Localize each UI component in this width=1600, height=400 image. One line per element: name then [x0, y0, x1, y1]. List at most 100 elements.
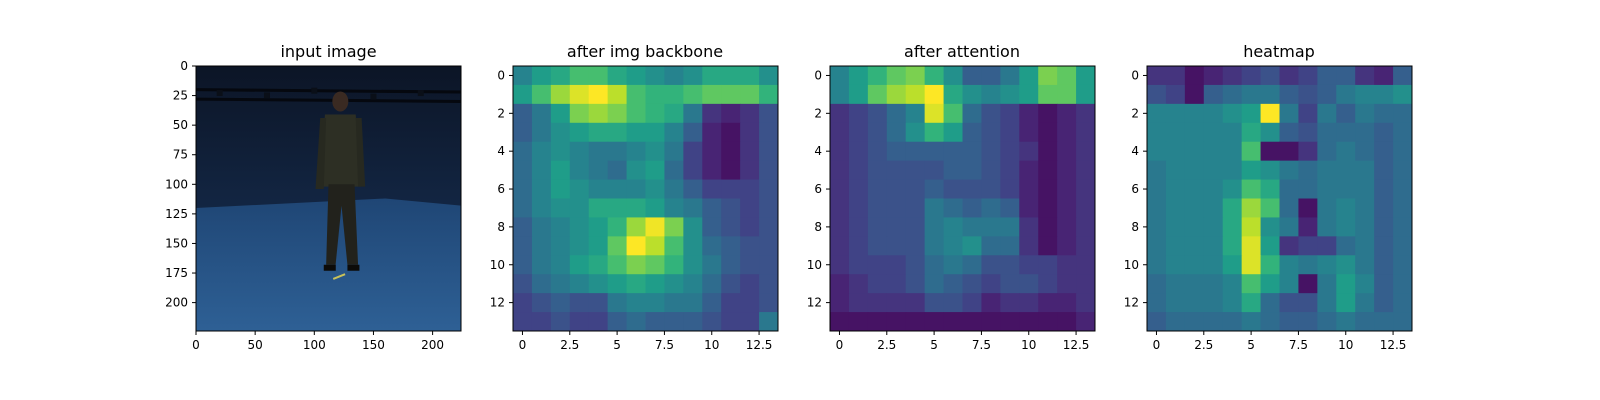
heatmap-cell: [905, 217, 926, 237]
heatmap-cell: [740, 255, 760, 275]
heatmap-cell: [531, 198, 552, 218]
heatmap-cell: [1165, 198, 1186, 218]
heatmap-cell: [683, 274, 703, 294]
heatmap-cell: [1298, 84, 1318, 105]
heatmap-cell: [569, 255, 590, 275]
heatmap-cell: [830, 122, 850, 143]
heatmap-cell: [1019, 66, 1039, 86]
heatmap-cell: [740, 198, 760, 218]
heatmap-cell: [1165, 66, 1186, 86]
y-tick-label: 25: [173, 89, 188, 103]
heatmap-cell: [569, 236, 590, 256]
heatmap-cell: [550, 141, 571, 162]
heatmap-cell: [531, 312, 552, 332]
x-tick-label: 200: [421, 338, 444, 352]
heatmap-cell: [664, 122, 684, 143]
heatmap-cell: [550, 122, 571, 143]
heatmap-cell: [1317, 217, 1337, 237]
heatmap-cell: [588, 103, 609, 124]
heatmap-cell: [924, 198, 945, 218]
heatmap-cell: [588, 274, 609, 294]
heatmap-cell: [1057, 236, 1077, 256]
heatmap-cell: [924, 122, 945, 143]
heatmap-cell: [1374, 141, 1394, 162]
heatmap-cell: [830, 198, 850, 218]
heatmap-cell: [1279, 141, 1299, 162]
heatmap-cell: [981, 179, 1001, 199]
heatmap-cell: [607, 274, 628, 294]
heatmap-cell: [1393, 274, 1413, 294]
heatmap-cell: [1336, 141, 1356, 162]
y-tick-label: 2: [1131, 106, 1139, 120]
heatmap-cell: [1336, 179, 1356, 199]
panel-3-title: after attention: [904, 42, 1020, 61]
heatmap-cell: [588, 217, 609, 237]
heatmap-cell: [905, 274, 926, 294]
heatmap-cell: [943, 84, 963, 105]
heatmap-cell: [683, 84, 703, 105]
heatmap-cell: [702, 141, 722, 162]
heatmap-cell: [759, 84, 779, 105]
y-tick-label: 125: [165, 207, 188, 221]
heatmap-cell: [1019, 179, 1039, 199]
heatmap-cell: [626, 198, 646, 218]
heatmap-cell: [1000, 179, 1020, 199]
heatmap-cell: [645, 255, 665, 275]
heatmap-cell: [1147, 66, 1167, 86]
heatmap-cell: [1000, 122, 1020, 143]
heatmap-cell: [607, 160, 628, 181]
heatmap-cell: [1260, 160, 1280, 181]
heatmap-cell: [867, 84, 888, 105]
heatmap-cell: [588, 84, 609, 105]
y-tick-label: 0: [180, 59, 188, 73]
heatmap-cell: [1279, 274, 1299, 294]
heatmap-cell: [607, 293, 628, 313]
heatmap-cell: [943, 122, 963, 143]
heatmap-cell: [569, 198, 590, 218]
heatmap-cell: [1279, 198, 1299, 218]
heatmap-cell: [721, 84, 741, 105]
heatmap-cell: [1222, 312, 1243, 332]
heatmap-cell: [721, 103, 741, 124]
heatmap-cell: [740, 312, 760, 332]
heatmap-cell: [1260, 103, 1280, 124]
heatmap-cell: [905, 141, 926, 162]
heatmap-cell: [1165, 255, 1186, 275]
heatmap-cell: [664, 84, 684, 105]
y-tick-label: 6: [814, 182, 822, 196]
heatmap-cell: [1165, 84, 1186, 105]
heatmap-cell: [1374, 293, 1394, 313]
heatmap-cell: [607, 236, 628, 256]
heatmap-cell: [1336, 293, 1356, 313]
heatmap-cell: [1076, 179, 1096, 199]
heatmap-cell: [1279, 255, 1299, 275]
heatmap-cell: [1298, 217, 1318, 237]
heatmap-cell: [1184, 179, 1205, 199]
y-tick-label: 0: [1131, 68, 1139, 82]
heatmap-cell: [886, 236, 907, 256]
heatmap-cell: [1019, 160, 1039, 181]
heatmap-cell: [1355, 293, 1375, 313]
heatmap-cell: [1336, 312, 1356, 332]
heatmap-cell: [721, 160, 741, 181]
heatmap-cell: [664, 179, 684, 199]
heatmap-cell: [1393, 141, 1413, 162]
heatmap-cell: [867, 312, 888, 332]
heatmap-cell: [1184, 312, 1205, 332]
heatmap-cell: [1000, 103, 1020, 124]
heatmap-cell: [886, 103, 907, 124]
heatmap-cell: [683, 160, 703, 181]
heatmap-cell: [1222, 160, 1243, 181]
heatmap-cell: [1147, 141, 1167, 162]
heatmap-cell: [683, 122, 703, 143]
heatmap-cell: [1241, 198, 1262, 218]
y-tick-label: 0: [497, 68, 505, 82]
heatmap-cell: [626, 236, 646, 256]
heatmap-cell: [924, 66, 945, 86]
heatmap-cell: [626, 217, 646, 237]
heatmap-cell: [1279, 66, 1299, 86]
y-tick-label: 10: [490, 258, 505, 272]
floor-marker: [332, 273, 346, 280]
heatmap-cell: [1057, 293, 1077, 313]
heatmap-cell: [924, 141, 945, 162]
